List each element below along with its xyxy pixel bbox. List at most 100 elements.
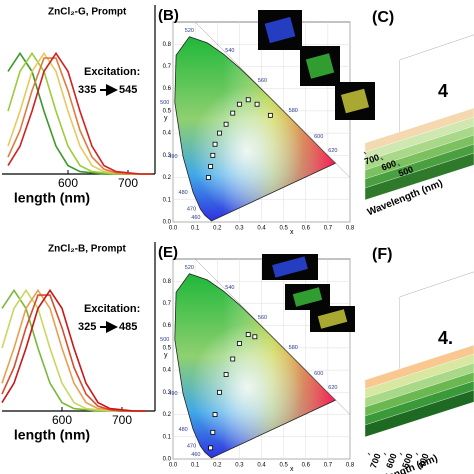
surface-layer: [364, 389, 474, 438]
y-tick-label: 0.4: [163, 368, 172, 374]
panel-label: (B): [158, 7, 179, 24]
x-tick-label: 0.6: [302, 226, 311, 232]
spectrum-line: [1, 294, 146, 412]
x-tick-label: 700: [118, 176, 138, 190]
big-label: 4.: [438, 328, 453, 348]
gamut-fill-white: [174, 36, 336, 221]
x-tick-label: 0.8: [346, 463, 355, 469]
panel: 600 700 length (nm) ZnCl₂-G, Prompt Excitati…: [2, 5, 156, 206]
y-tick-label: 0.8: [163, 279, 172, 285]
x-tick-label: 0.5: [279, 226, 288, 232]
y-axis-label: y: [164, 115, 168, 122]
excitation-label: Excitation:: [84, 66, 140, 78]
x-tick-label: 0.8: [346, 226, 355, 232]
y-tick-label: 0.1: [163, 197, 172, 203]
spectrum-line: [7, 57, 152, 175]
chromaticity-point: [267, 112, 273, 118]
locus-label: 520: [185, 28, 194, 34]
y-tick-label: 0.5: [163, 108, 172, 114]
annotation: ZnCl₂-G, Prompt: [48, 7, 127, 18]
x-axis-label: length (nm): [14, 427, 90, 443]
spectrum-line: [1, 288, 146, 412]
crystal: [305, 53, 335, 79]
locus-label: 580: [289, 108, 298, 114]
excitation-to: 485: [119, 321, 137, 333]
locus-label: 540: [225, 285, 234, 291]
excitation-to: 545: [119, 84, 137, 96]
y-axis-label: y: [164, 352, 168, 359]
axis-tick-label: 500: [397, 164, 415, 179]
crystal: [317, 309, 348, 329]
x-axis-label: x: [290, 466, 294, 473]
y-tick-label: 0.3: [163, 390, 172, 396]
chromaticity-point: [236, 341, 242, 346]
axis-tick-label: 400: [416, 452, 431, 470]
chromaticity-point: [254, 101, 260, 107]
chromaticity-point: [245, 97, 251, 103]
locus-label: 490: [168, 154, 177, 160]
y-tick-label: 0.7: [163, 301, 172, 307]
locus-label: 470: [187, 207, 196, 213]
annotation: ZnCl₂-B, Prompt: [48, 244, 126, 255]
axis-tick-label: 700: [368, 452, 383, 470]
axis-tick-label: 600: [384, 452, 399, 470]
locus-label: 460: [191, 452, 200, 458]
chromaticity-point: [212, 412, 218, 417]
x-tick-label: 600: [58, 176, 78, 190]
locus-label: 490: [168, 391, 177, 397]
x-tick-label: 0.0: [169, 226, 178, 232]
y-tick-label: 0.3: [163, 153, 172, 159]
crystal: [264, 16, 296, 44]
crystal: [272, 256, 308, 278]
axis-tick: [380, 157, 384, 161]
chromaticity-point: [217, 389, 222, 395]
locus-label: 500: [160, 337, 169, 343]
locus-label: 600: [314, 134, 323, 140]
locus-label: 460: [191, 215, 200, 221]
gamut-fill-white: [174, 273, 336, 458]
y-tick-label: 0.7: [163, 64, 172, 70]
y-tick-label: 0.6: [163, 323, 172, 329]
panel-label: (E): [158, 244, 178, 261]
crystal: [340, 88, 370, 114]
axis-tick: [399, 452, 403, 456]
locus-label: 520: [185, 265, 194, 271]
x-tick-label: 0.2: [213, 463, 222, 469]
spectrum-line: [7, 51, 152, 175]
y-tick-label: 0.5: [163, 345, 172, 351]
locus-label: 480: [179, 190, 188, 196]
chromaticity-point: [205, 175, 211, 180]
x-tick-label: 0.3: [235, 226, 244, 232]
axis-tick-label: 500: [400, 452, 415, 470]
x-tick-label: 0.4: [257, 226, 266, 232]
chromaticity-point: [208, 164, 214, 169]
x-tick-label: 0.6: [302, 463, 311, 469]
chromaticity-point: [230, 356, 236, 362]
x-tick-label: 700: [112, 413, 132, 427]
x-tick-label: 0.7: [324, 226, 333, 232]
x-tick-label: 0.5: [279, 463, 288, 469]
x-tick-label: 600: [52, 413, 72, 427]
chromaticity-point: [252, 334, 258, 340]
panel: 0.0 0.1 0.2 0.3 0.4 0.5 0.6 0.7 0.8 0.0 0.1 0.2 0.3 0…: [158, 7, 375, 236]
excitation-label: Excitation:: [84, 303, 140, 315]
axis-tick: [363, 151, 367, 155]
big-label: 4: [438, 81, 448, 101]
y-tick-label: 0.8: [163, 42, 172, 48]
excitation-from: 325: [78, 321, 96, 333]
axis-tick: [415, 452, 419, 456]
crystal: [292, 287, 323, 307]
chromaticity-point: [217, 130, 222, 136]
locus-label: 580: [289, 345, 298, 351]
panel-label: (C): [372, 9, 394, 26]
x-axis-label: x: [290, 229, 294, 236]
panel: 600 700 length (nm) ZnCl₂-B, Prompt Excitati…: [1, 242, 156, 443]
chromaticity-point: [223, 372, 229, 377]
chromaticity-point: [212, 141, 218, 147]
y-tick-label: 0.0: [163, 457, 172, 463]
axis-tick: [383, 452, 387, 456]
x-tick-label: 0.2: [213, 226, 222, 232]
